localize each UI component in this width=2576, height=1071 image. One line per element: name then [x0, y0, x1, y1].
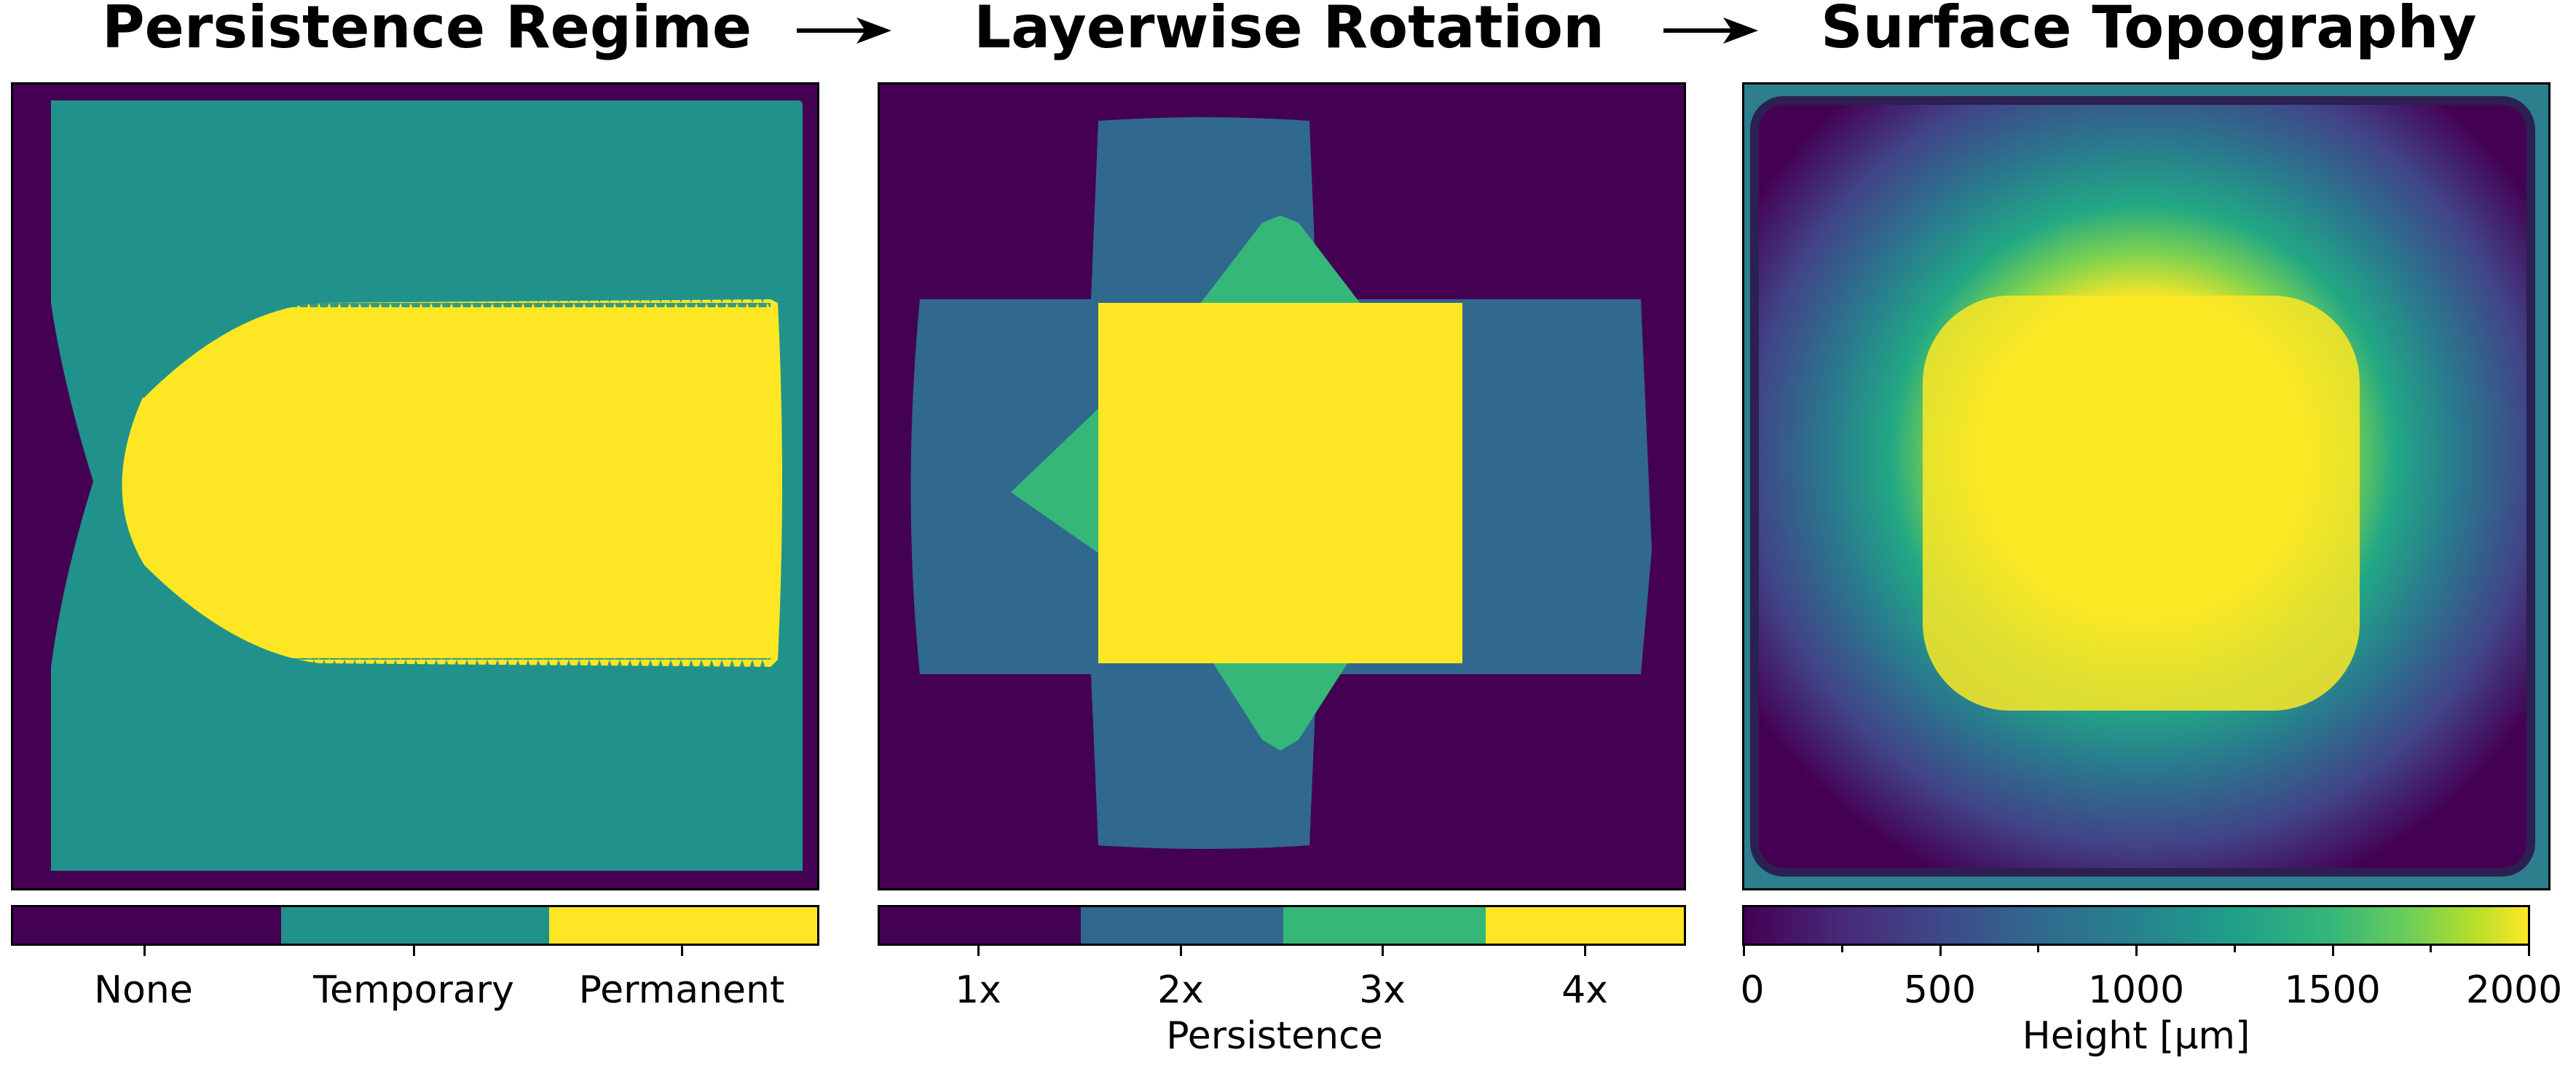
height-tick-label: 0: [1740, 968, 1765, 1012]
height-minor-tick: [1840, 946, 1843, 952]
colorbar-height: [1742, 905, 2530, 946]
ticklabel-3x: 3x: [1359, 968, 1406, 1012]
colorbar-seg-3x: [1283, 907, 1486, 944]
ticklabel-permanent: Permanent: [578, 968, 785, 1012]
height-major-tick: [2135, 946, 2138, 956]
tick-permanent: [681, 946, 683, 956]
height-tick-label: 500: [1903, 968, 1977, 1012]
colorbar-label-height: Height [μm]: [2022, 1014, 2250, 1058]
ticklabel-none: None: [94, 968, 193, 1012]
colorbar-seg-temporary: [281, 907, 549, 944]
ticklabel-4x: 4x: [1561, 968, 1608, 1012]
panel-1-title: Persistence Regime: [102, 0, 752, 61]
region-4x: [1098, 303, 1462, 663]
ticklabel-temporary: Temporary: [313, 968, 514, 1012]
plateau: [1923, 296, 2360, 711]
height-tick-label: 1000: [2087, 968, 2185, 1012]
surface-topography-map: [1744, 84, 2548, 888]
height-major-tick: [2331, 946, 2334, 956]
colorbar-layerwise-rotation: [878, 905, 1686, 946]
tick-2x: [1180, 946, 1182, 956]
height-tick-label: 2000: [2465, 968, 2563, 1012]
height-minor-tick: [2233, 946, 2236, 952]
panel-layerwise-rotation: [878, 82, 1686, 890]
ticklabel-2x: 2x: [1157, 968, 1204, 1012]
colorbar-label-persistence: Persistence: [1166, 1014, 1383, 1058]
colorbar-seg-2x: [1081, 907, 1283, 944]
height-tick-label: 1500: [2284, 968, 2381, 1012]
panel-persistence-regime: [11, 82, 819, 890]
panel-surface-topography: [1742, 82, 2551, 890]
colorbar-persistence-regime: [11, 905, 819, 946]
height-minor-tick: [2430, 946, 2433, 952]
height-major-tick: [1743, 946, 1745, 956]
arrow-right-icon-2: [1663, 17, 1758, 44]
tick-4x: [1584, 946, 1586, 956]
colorbar-seg-4x: [1486, 907, 1684, 944]
layerwise-rotation-map: [880, 84, 1684, 888]
region-permanent: [122, 299, 782, 667]
arrow-right-icon-1: [797, 17, 891, 44]
colorbar-seg-permanent: [549, 907, 817, 944]
tick-1x: [977, 946, 980, 956]
tick-temporary: [413, 946, 415, 956]
height-major-tick: [2528, 946, 2530, 956]
height-minor-tick: [2037, 946, 2040, 952]
colorbar-seg-none: [13, 907, 281, 944]
tick-3x: [1382, 946, 1384, 956]
panel-2-title: Layerwise Rotation: [974, 0, 1604, 61]
ticklabel-1x: 1x: [955, 968, 1001, 1012]
colorbar-seg-1x: [880, 907, 1081, 944]
panel-3-title: Surface Topography: [1821, 0, 2477, 61]
height-major-tick: [1939, 946, 1942, 956]
persistence-regime-map: [13, 84, 817, 888]
tick-none: [143, 946, 146, 956]
